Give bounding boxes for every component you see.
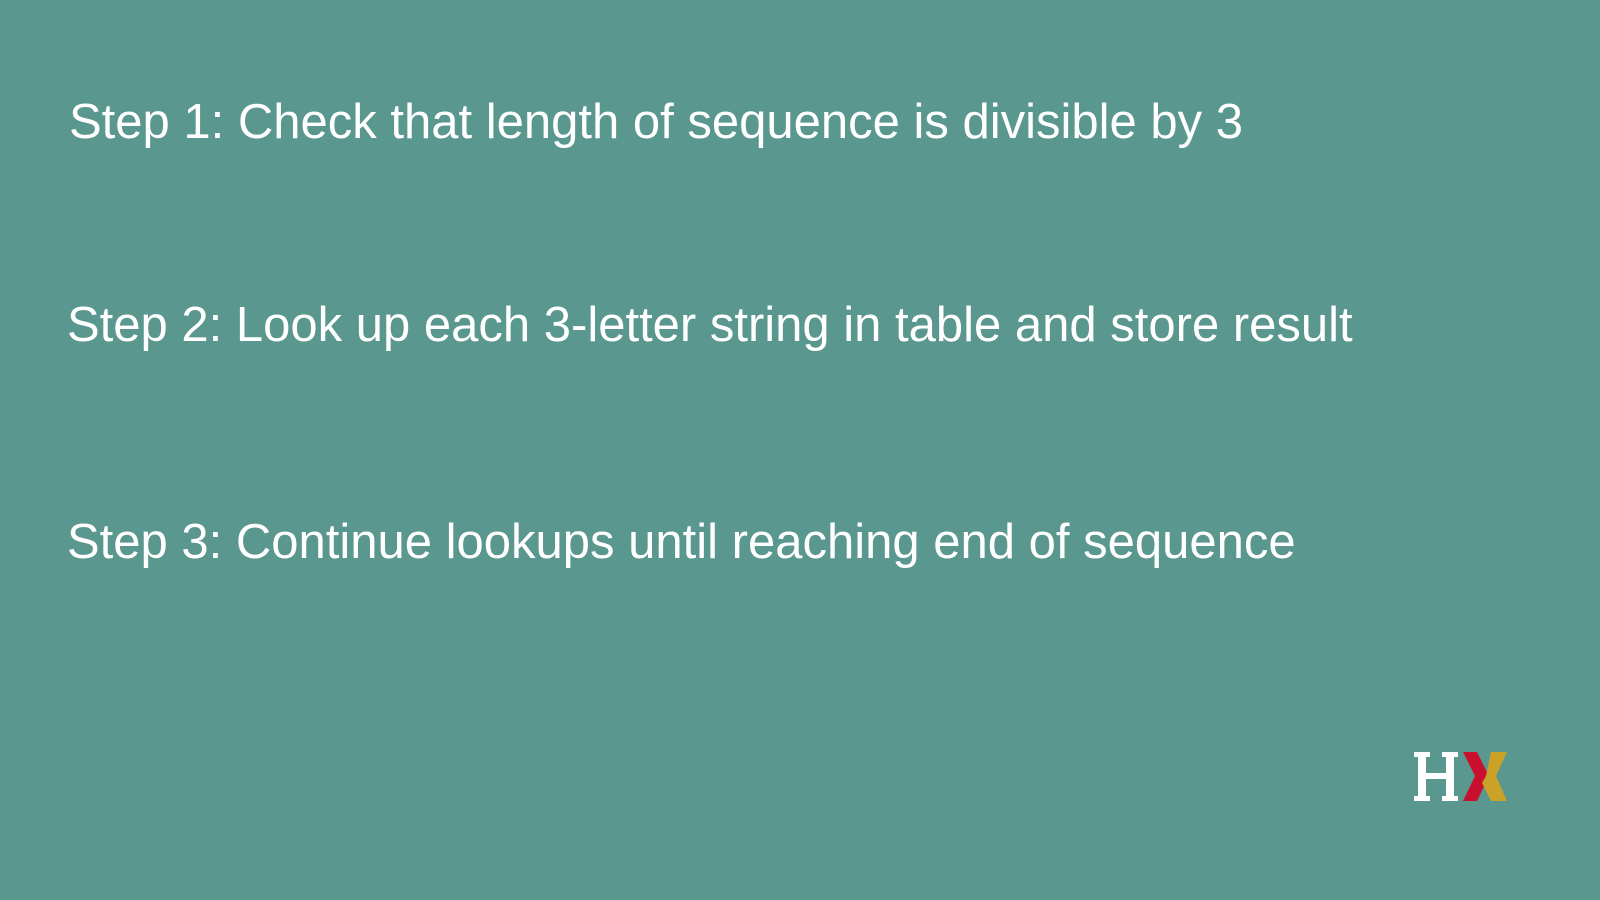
step-1-text: Step 1: Check that length of sequence is…	[69, 95, 1243, 149]
step-2-text: Step 2: Look up each 3-letter string in …	[67, 298, 1353, 352]
step-3-text: Step 3: Continue lookups until reaching …	[67, 515, 1296, 569]
logo-x-letter	[1463, 752, 1507, 801]
hx-logo-icon	[1411, 749, 1519, 805]
logo-h-letter	[1414, 752, 1458, 801]
